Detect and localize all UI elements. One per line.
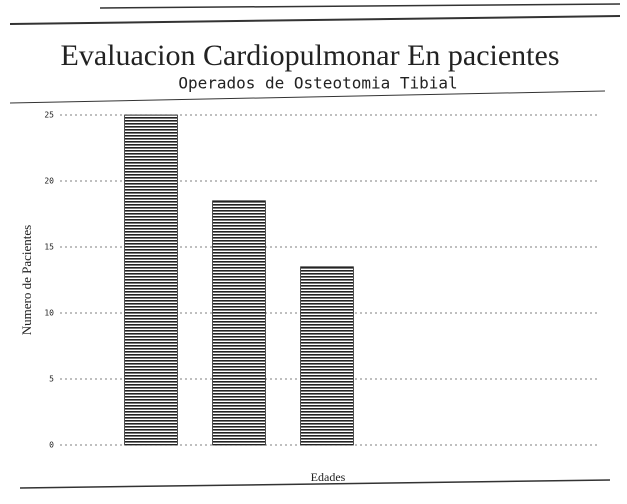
y-tick-label: 0 — [49, 441, 54, 450]
chart-title: Evaluacion Cardiopulmonar En pacientes — [61, 39, 560, 72]
frame-line — [9, 15, 621, 25]
bar — [124, 114, 178, 446]
bar — [300, 266, 354, 446]
y-tick-label: 10 — [44, 309, 54, 318]
x-axis-label: Edades — [311, 470, 346, 484]
y-tick-label: 5 — [49, 375, 54, 384]
bar — [212, 200, 266, 446]
frame-line — [99, 3, 621, 9]
chart-subtitle: Operados de Osteotomia Tibial — [178, 74, 457, 93]
y-tick-label: 20 — [44, 177, 54, 186]
y-axis-label: Numero de Pacientes — [19, 225, 34, 335]
frame-line — [9, 90, 606, 104]
frame-line — [19, 479, 611, 489]
y-tick-label: 25 — [44, 111, 54, 120]
y-tick-label: 15 — [44, 243, 54, 252]
